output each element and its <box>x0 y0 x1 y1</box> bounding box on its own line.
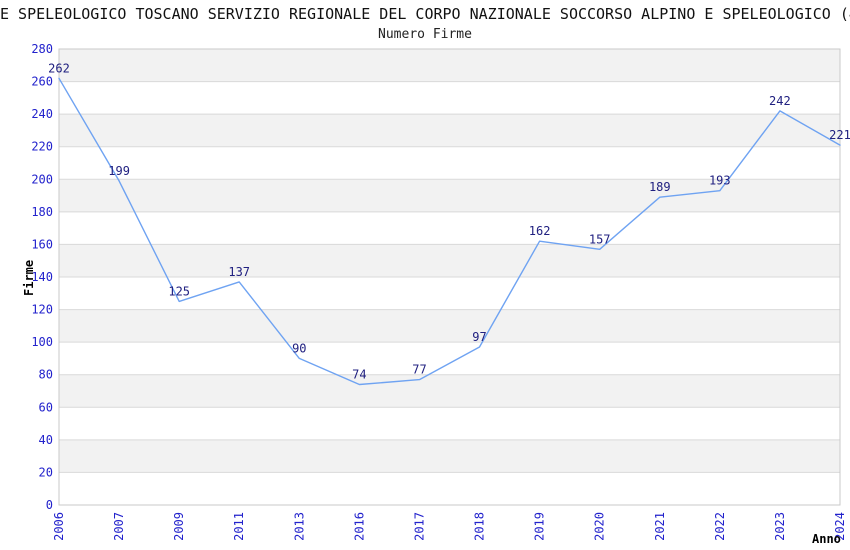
y-tick-label: 80 <box>39 368 53 382</box>
plot-band <box>59 179 840 212</box>
x-tick-label: 2023 <box>773 512 787 541</box>
y-tick-label: 160 <box>31 237 53 251</box>
data-label: 242 <box>769 94 791 108</box>
data-label: 157 <box>589 232 611 246</box>
y-tick-label: 280 <box>31 42 53 56</box>
x-tick-label: 2021 <box>653 512 667 541</box>
x-tick-label: 2024 <box>833 512 847 541</box>
x-tick-label: 2011 <box>232 512 246 541</box>
plot-band <box>59 342 840 375</box>
y-tick-label: 200 <box>31 172 53 186</box>
plot-band <box>59 244 840 277</box>
plot-band <box>59 49 840 82</box>
chart-subtitle: Numero Firme <box>378 27 472 42</box>
x-tick-label: 2007 <box>112 512 126 541</box>
data-label: 162 <box>529 224 551 238</box>
plot-band <box>59 114 840 147</box>
plot-band <box>59 407 840 440</box>
y-tick-label: 120 <box>31 303 53 317</box>
y-tick-label: 180 <box>31 205 53 219</box>
x-tick-label: 2013 <box>292 512 306 541</box>
data-label: 77 <box>412 363 426 377</box>
data-label: 199 <box>108 164 130 178</box>
x-tick-label: 2016 <box>352 512 366 541</box>
y-tick-label: 240 <box>31 107 53 121</box>
x-axis-title: Anno <box>812 532 841 546</box>
plot-band <box>59 81 840 115</box>
chart-title: E SPELEOLOGICO TOSCANO SERVIZIO REGIONAL… <box>0 5 850 23</box>
y-tick-label: 20 <box>39 465 53 479</box>
plot-band <box>59 211 840 245</box>
plot-band <box>59 439 840 473</box>
data-label: 74 <box>352 368 366 382</box>
data-label: 90 <box>292 341 306 355</box>
x-tick-label: 2009 <box>172 512 186 541</box>
y-tick-label: 220 <box>31 140 53 154</box>
x-tick-label: 2017 <box>413 512 427 541</box>
plot-border <box>58 48 841 506</box>
x-tick-label: 2019 <box>533 512 547 541</box>
data-label: 193 <box>709 174 731 188</box>
y-axis-title: Firme <box>22 260 36 296</box>
data-label: 137 <box>228 265 250 279</box>
y-tick-label: 60 <box>39 400 53 414</box>
y-tick-label: 140 <box>31 270 53 284</box>
x-tick-label: 2018 <box>473 512 487 541</box>
data-label: 125 <box>168 284 190 298</box>
data-label: 97 <box>472 330 486 344</box>
plot-band <box>59 277 840 310</box>
y-tick-label: 100 <box>31 335 53 349</box>
data-label: 221 <box>829 128 850 142</box>
x-tick-label: 2006 <box>52 512 66 541</box>
y-tick-label: 0 <box>46 498 53 512</box>
plot-band <box>59 472 840 505</box>
line-series <box>58 77 841 386</box>
y-tick-label: 40 <box>39 433 53 447</box>
plot-band <box>59 374 840 408</box>
data-label: 262 <box>48 61 70 75</box>
x-tick-label: 2022 <box>713 512 727 541</box>
data-label: 189 <box>649 180 671 194</box>
x-tick-label: 2020 <box>593 512 607 541</box>
plot-band <box>59 309 840 343</box>
plot-band <box>59 146 840 180</box>
y-tick-label: 260 <box>31 75 53 89</box>
